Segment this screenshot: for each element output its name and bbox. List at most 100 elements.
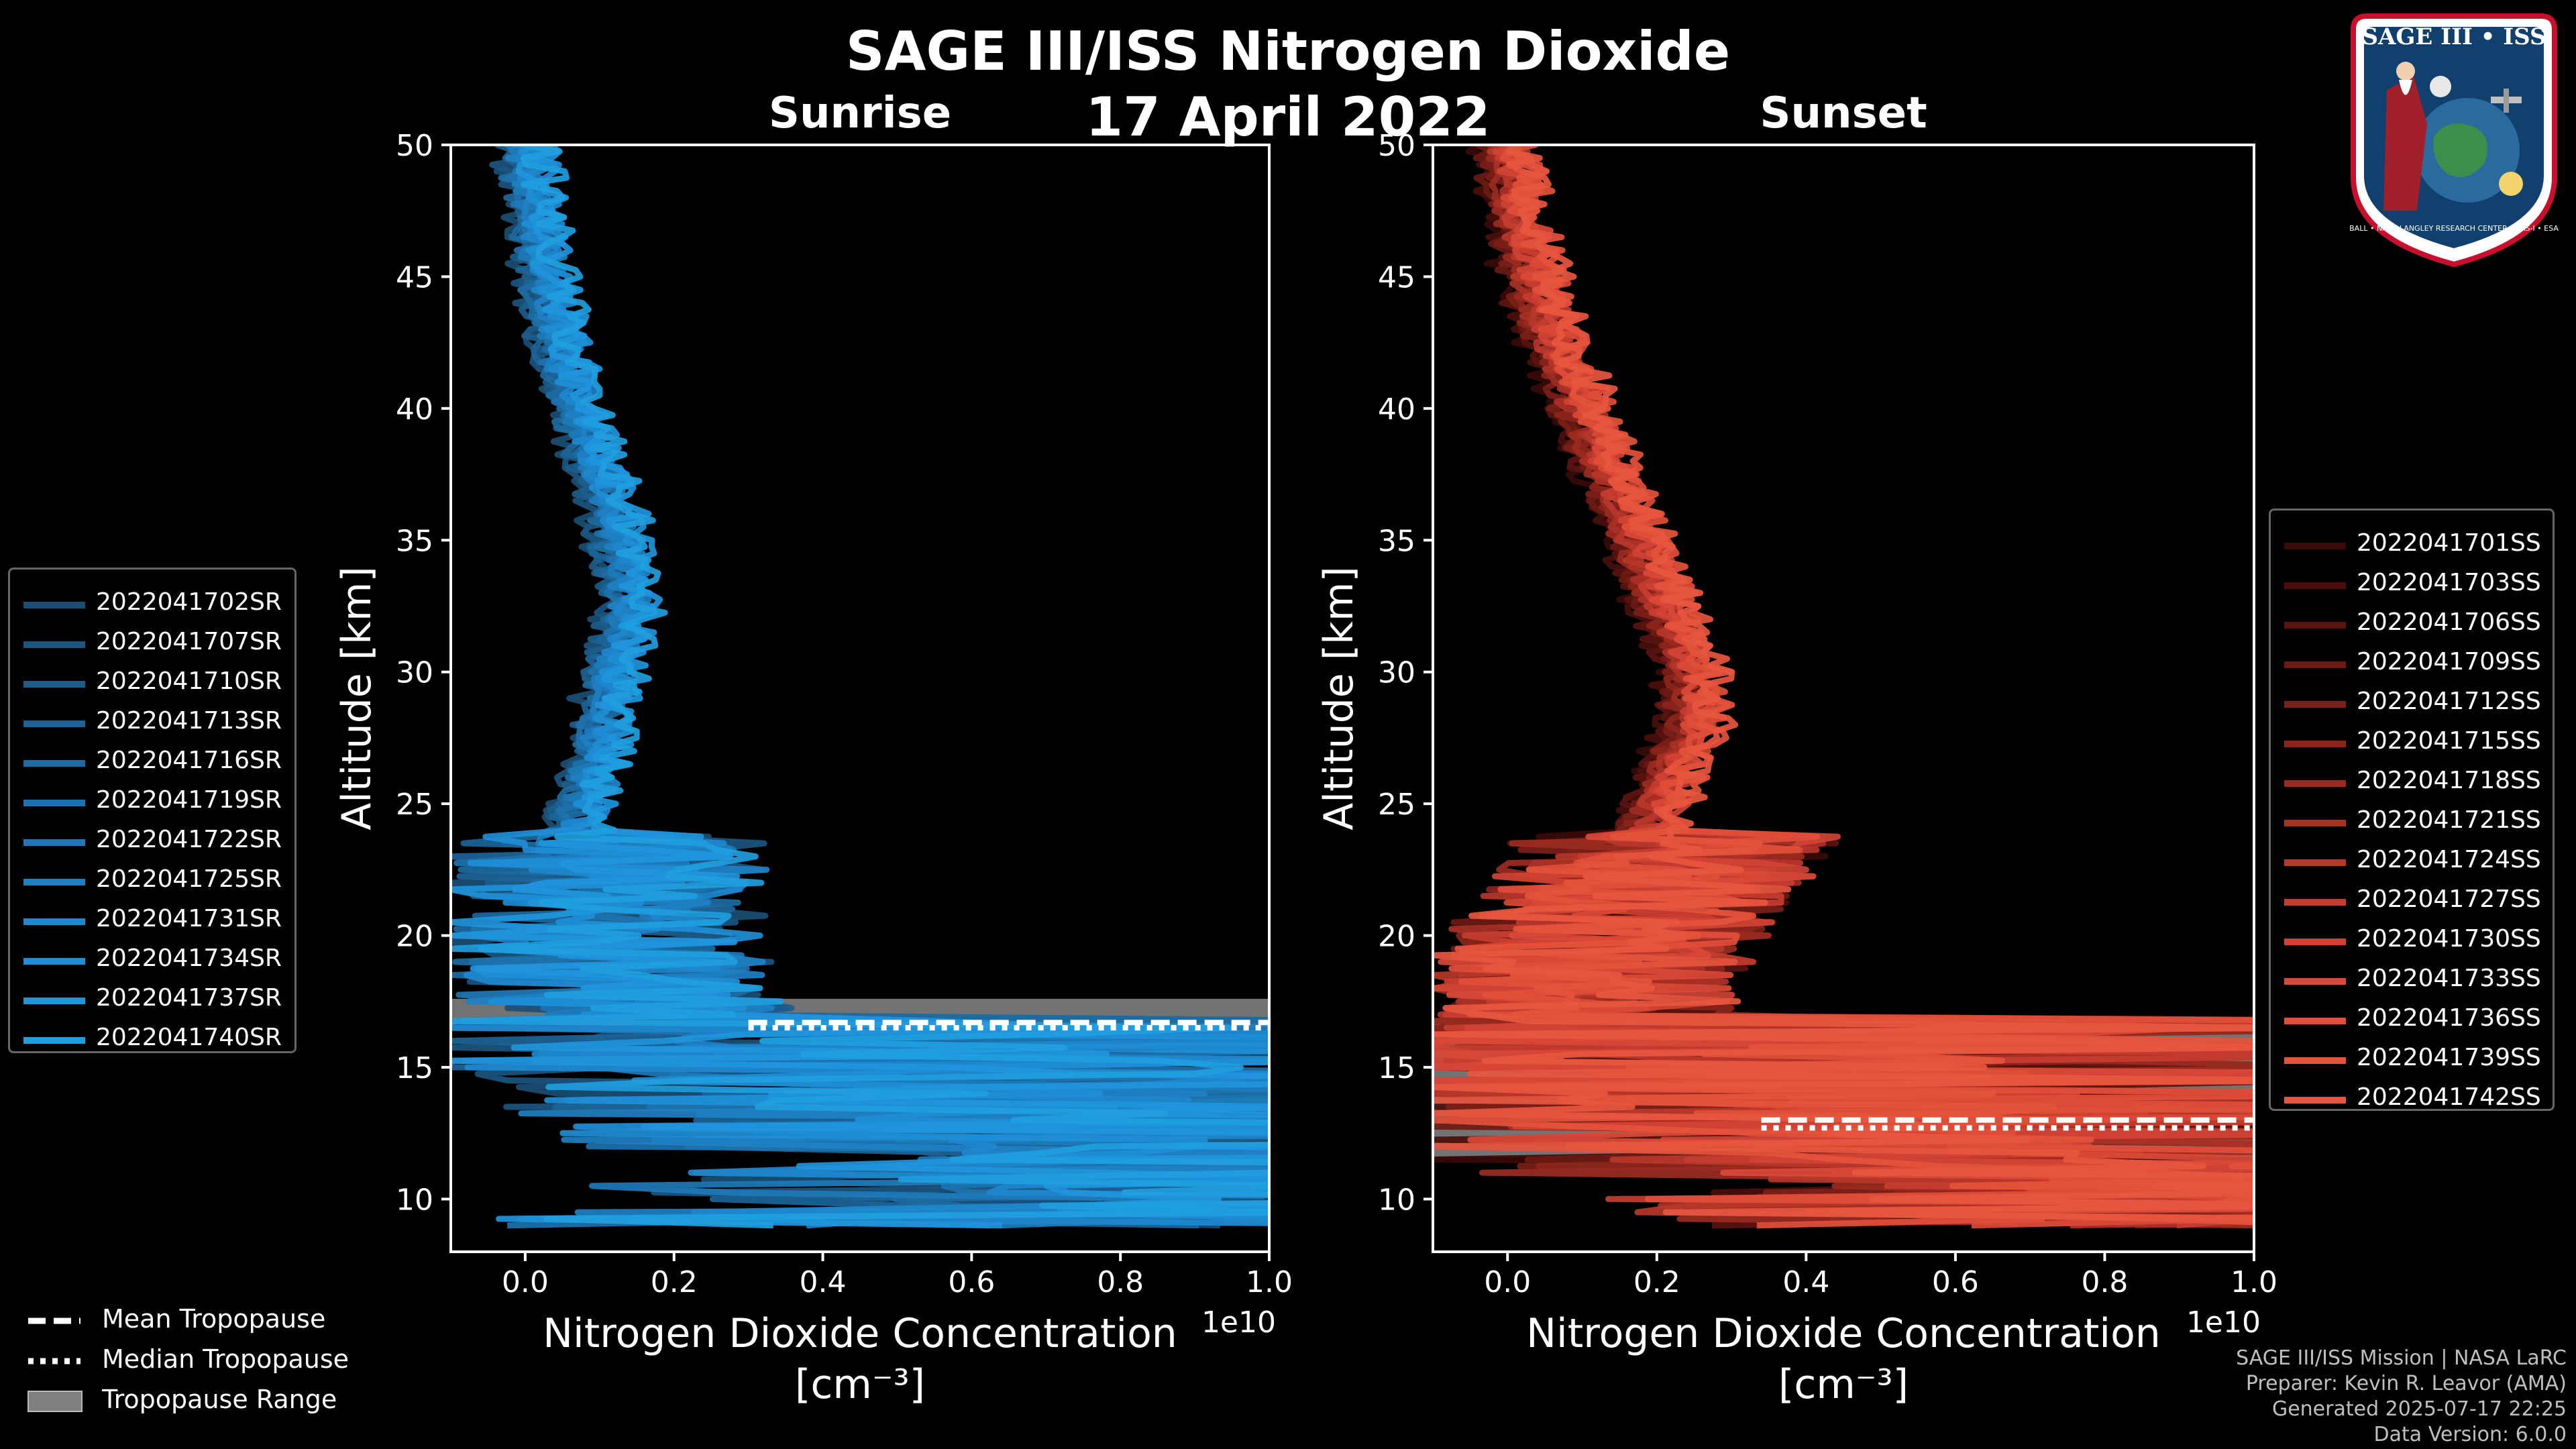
legend-entry-2022041742SS: 2022041742SS [2271, 1079, 2553, 1118]
x-tick-label: 0.2 [651, 1265, 698, 1299]
legend-entry-2022041724SS: 2022041724SS [2271, 842, 2553, 881]
legend-label: 2022041707SR [96, 628, 282, 655]
legend-entry-2022041725SR: 2022041725SR [10, 861, 294, 900]
legend-entry-2022041706SS: 2022041706SS [2271, 604, 2553, 643]
y-tick-label: 35 [396, 524, 433, 558]
dashed-line-swatch [28, 1318, 80, 1324]
legend-label: Tropopause Range [102, 1385, 337, 1414]
y-tick-label: 15 [396, 1051, 433, 1085]
legend-swatch [2284, 780, 2346, 787]
legend-entry-2022041709SS: 2022041709SS [2271, 644, 2553, 683]
legend-label: 2022041712SS [2357, 688, 2541, 715]
legend-entry-2022041739SS: 2022041739SS [2271, 1040, 2553, 1079]
legend-label: 2022041718SS [2357, 767, 2541, 794]
sunset-x-axis-unit: [cm⁻³] [1778, 1361, 1909, 1408]
legend-label: 2022041716SR [96, 747, 282, 774]
legend-label: 2022041734SR [96, 945, 282, 972]
legend-entry-2022041715SS: 2022041715SS [2271, 723, 2553, 762]
legend-swatch [2284, 1097, 2346, 1104]
legend-label: 2022041703SS [2357, 569, 2541, 596]
legend-swatch [2284, 701, 2346, 708]
sunset-profiles [1433, 145, 2254, 1229]
y-tick-label: 10 [396, 1183, 433, 1217]
legend-label: 2022041719SR [96, 786, 282, 814]
legend-entry-2022041719SR: 2022041719SR [10, 782, 294, 821]
legend-label: 2022041715SS [2357, 727, 2541, 755]
legend-entry-2022041713SR: 2022041713SR [10, 703, 294, 742]
y-tick-label: 40 [1378, 392, 1415, 427]
legend-entry-2022041712SS: 2022041712SS [2271, 684, 2553, 722]
legend-swatch [2284, 820, 2346, 826]
legend-swatch [23, 681, 85, 688]
sunrise-x-axis-label: Nitrogen Dioxide Concentration [543, 1310, 1177, 1357]
legend-swatch [23, 839, 85, 846]
x-tick-label: 0.6 [948, 1265, 995, 1299]
y-tick-label: 20 [1378, 920, 1415, 954]
legend-swatch [23, 1037, 85, 1044]
sunrise-x-axis-unit: [cm⁻³] [795, 1361, 925, 1408]
y-tick-label: 10 [1378, 1183, 1415, 1217]
legend-swatch [2284, 938, 2346, 945]
legend-entry-2022041737SR: 2022041737SR [10, 980, 294, 1019]
legend-entry-2022041721SS: 2022041721SS [2271, 802, 2553, 841]
legend-entry-2022041730SS: 2022041730SS [2271, 921, 2553, 960]
legend-entry-2022041722SR: 2022041722SR [10, 822, 294, 861]
legend-swatch [2284, 859, 2346, 866]
legend-swatch [23, 800, 85, 806]
legend-swatch [23, 602, 85, 608]
legend-swatch [23, 998, 85, 1004]
legend-swatch [2284, 1057, 2346, 1064]
legend-label: 2022041739SS [2357, 1044, 2541, 1071]
figure-title: SAGE III/ISS Nitrogen Dioxide [845, 20, 1731, 83]
legend-label: 2022041713SR [96, 707, 282, 735]
legend-swatch [23, 879, 85, 885]
legend-entry-2022041731SR: 2022041731SR [10, 901, 294, 940]
x-tick-label: 0.6 [1932, 1265, 1979, 1299]
y-tick-label: 20 [396, 920, 433, 954]
legend-label: 2022041740SR [96, 1024, 282, 1051]
legend-label: 2022041742SS [2357, 1083, 2541, 1111]
sunset-panel-title: Sunset [1760, 89, 1927, 138]
credit-generated: Generated 2025-07-17 22:25 [2271, 1397, 2567, 1421]
legend-label: 2022041725SR [96, 865, 282, 893]
legend-entry-2022041740SR: 2022041740SR [10, 1020, 294, 1059]
legend-label: 2022041736SS [2357, 1004, 2541, 1032]
legend-entry-2022041703SS: 2022041703SS [2271, 565, 2553, 604]
legend-swatch [2284, 978, 2346, 985]
sunrise-axes-frame [449, 144, 1271, 1253]
tropopause-legend: Mean Tropopause Median Tropopause Tropop… [20, 1301, 396, 1436]
legend-entry-2022041716SR: 2022041716SR [10, 743, 294, 782]
sunrise-panel-title: Sunrise [769, 89, 951, 138]
sunset-panel: 0.0 0.2 0.4 0.6 0.8 1.0 10 15 20 25 30 35 40 45 50 Suns… [1316, 89, 2277, 1408]
legend-entry-2022041710SR: 2022041710SR [10, 663, 294, 702]
y-tick-label: 40 [396, 392, 433, 427]
logo-ring-text: BALL • NASA LANGLEY RESEARCH CENTER • TA… [2349, 224, 2559, 233]
legend-swatch [2284, 582, 2346, 589]
credit-data-version: Data Version: 6.0.0 [2373, 1423, 2567, 1446]
legend-label: 2022041721SS [2357, 806, 2541, 834]
series-line-2022041740SR [451, 145, 1269, 1229]
figure-date: 17 April 2022 [1085, 86, 1491, 148]
legend-label: Median Tropopause [102, 1344, 349, 1374]
legend-label: 2022041724SS [2357, 846, 2541, 873]
legend-entry-2022041734SR: 2022041734SR [10, 941, 294, 979]
legend-mean-tropopause: Mean Tropopause [20, 1301, 396, 1340]
y-tick-label: 35 [1378, 524, 1415, 558]
credit-mission: SAGE III/ISS Mission | NASA LaRC [2236, 1346, 2567, 1370]
x-tick-label: 0.8 [1097, 1265, 1144, 1299]
credit-preparer: Preparer: Kevin R. Leavor (AMA) [2245, 1372, 2567, 1395]
y-tick-label: 15 [1378, 1051, 1415, 1085]
dotted-line-swatch [28, 1358, 80, 1364]
series-line-2022041742SS [1433, 145, 2254, 1222]
y-tick-label: 50 [396, 129, 433, 163]
sage-iii-iss-mission-logo: SAGE III • ISS BALL • NASA LANGLEY RESEA… [2349, 13, 2559, 268]
legend-swatch [2284, 899, 2346, 906]
legend-entry-2022041736SS: 2022041736SS [2271, 1000, 2553, 1039]
sunset-legend: 2022041701SS 2022041703SS 2022041706SS 2022… [2269, 508, 2555, 1111]
legend-swatch [23, 641, 85, 648]
legend-label: 2022041730SS [2357, 925, 2541, 953]
sunset-x-offset-label: 1e10 [2186, 1305, 2261, 1340]
sunset-y-axis-label: Altitude [km] [1316, 566, 1362, 830]
range-patch-swatch [28, 1391, 83, 1412]
